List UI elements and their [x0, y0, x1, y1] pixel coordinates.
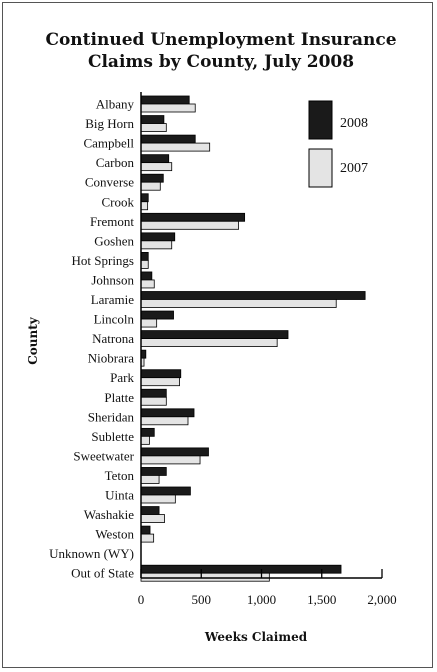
bar-2007-teton [140, 475, 160, 484]
legend-swatch-2008 [308, 100, 333, 140]
bar-2007-johnson [140, 279, 155, 289]
bar-2007-platte [140, 396, 167, 406]
category-label-platte: Platte [104, 390, 134, 405]
bar-2008-weston [140, 525, 151, 535]
x-tick-labels: 0 500 1,000 1,500 2,000 [138, 569, 397, 607]
bar-2007-sheridan [140, 416, 189, 426]
x-axis-label: Weeks Claimed [204, 630, 308, 644]
bar-2007-big-horn [140, 123, 167, 132]
category-label-hot-springs: Hot Springs [72, 253, 134, 268]
y-axis-label: County [26, 316, 40, 365]
category-label-teton: Teton [105, 468, 135, 483]
category-labels: Albany Big Horn Campbell Carbon Converse Croo… [49, 97, 135, 581]
bar-2007-sublette [140, 435, 150, 445]
bar-2008-campbell [140, 134, 196, 144]
x-tick-label: 2,000 [367, 592, 396, 607]
category-label-park: Park [110, 370, 134, 385]
bar-2007-natrona [140, 338, 278, 348]
category-label-unknown-wy: Unknown (WY) [49, 546, 134, 561]
bar-2008-park [140, 369, 182, 379]
category-label-weston: Weston [95, 527, 134, 542]
legend-label-2008: 2008 [340, 116, 368, 131]
category-label-fremont: Fremont [90, 214, 134, 229]
category-label-crook: Crook [102, 194, 135, 209]
bar-2008-carbon [140, 154, 170, 164]
category-label-big-horn: Big Horn [85, 116, 134, 131]
bar-2007-carbon [140, 162, 173, 172]
category-label-goshen: Goshen [94, 233, 134, 248]
bar-2007-hot-springs [140, 259, 149, 269]
bar-2008-teton [140, 467, 167, 476]
chart-title-line-1: Continued Unemployment Insurance [45, 30, 396, 50]
bar-2008-albany [140, 95, 190, 105]
legend-swatch-2007 [308, 148, 333, 188]
bar-2008-hot-springs [140, 251, 149, 261]
chart-title-line-2: Claims by County, July 2008 [88, 52, 354, 72]
category-label-johnson: Johnson [91, 272, 134, 287]
bar-2007-uinta [140, 494, 176, 504]
bar-2007-crook [140, 201, 149, 211]
x-tick-label: 0 [138, 592, 145, 607]
bars-group [140, 95, 366, 582]
bar-2008-sweetwater [140, 447, 209, 457]
bar-2008-laramie [140, 291, 366, 300]
category-label-washakie: Washakie [84, 507, 134, 522]
x-tick-label: 1,500 [307, 592, 336, 607]
bar-2008-sublette [140, 427, 155, 437]
x-tick-label: 500 [192, 592, 212, 607]
category-label-sublette: Sublette [91, 429, 134, 444]
category-label-out-of-state: Out of State [71, 566, 134, 581]
bar-2008-converse [140, 173, 164, 183]
bar-2008-out-of-state [140, 564, 342, 574]
bar-2007-fremont [140, 220, 240, 230]
category-label-lincoln: Lincoln [94, 312, 135, 327]
bar-2007-out-of-state [140, 572, 270, 582]
legend-label-2007: 2007 [340, 161, 368, 176]
bar-2007-campbell [140, 142, 211, 152]
category-label-carbon: Carbon [96, 155, 135, 170]
bar-2008-johnson [140, 271, 153, 281]
bar-2008-uinta [140, 486, 191, 496]
category-label-niobrara: Niobrara [88, 351, 134, 366]
bar-2008-sheridan [140, 408, 195, 418]
bar-2007-park [140, 377, 180, 387]
category-label-campbell: Campbell [83, 136, 134, 151]
bar-2008-platte [140, 388, 167, 398]
category-label-albany: Albany [96, 97, 135, 112]
bar-2008-goshen [140, 232, 176, 242]
category-label-sweetwater: Sweetwater [73, 448, 134, 463]
bar-2008-crook [140, 193, 149, 203]
axes [140, 92, 382, 579]
bar-2007-washakie [140, 514, 165, 523]
category-label-converse: Converse [85, 175, 134, 190]
bar-2007-lincoln [140, 318, 158, 328]
bar-2007-sweetwater [140, 455, 201, 465]
category-label-uinta: Uinta [105, 488, 134, 503]
bar-2008-lincoln [140, 310, 174, 320]
bar-2007-laramie [140, 299, 337, 308]
legend: 2008 2007 [308, 100, 368, 188]
bar-2007-albany [140, 103, 196, 113]
bar-2008-fremont [140, 212, 246, 222]
bar-2007-weston [140, 533, 155, 543]
bar-2007-goshen [140, 240, 173, 250]
category-label-laramie: Laramie [91, 292, 135, 307]
category-label-natrona: Natrona [92, 331, 134, 346]
x-tick-label: 1,000 [247, 592, 276, 607]
bar-2008-washakie [140, 506, 160, 515]
category-label-sheridan: Sheridan [88, 409, 135, 424]
bar-2007-converse [140, 181, 161, 191]
bar-2008-big-horn [140, 115, 165, 124]
bar-2008-natrona [140, 330, 289, 340]
